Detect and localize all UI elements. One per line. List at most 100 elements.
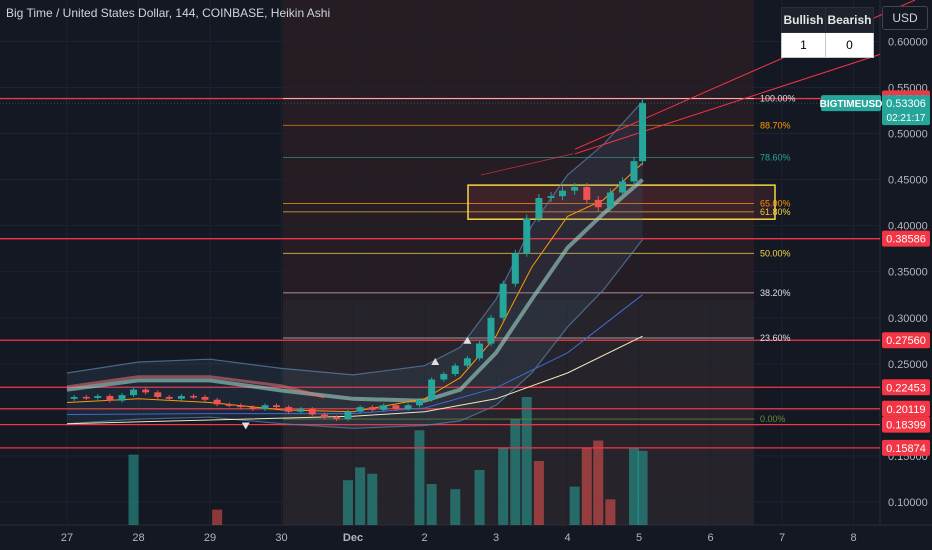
volume-bar [498,448,509,525]
time-tick-label: 7 [779,532,785,544]
candle-body [154,392,162,397]
candle-body [558,190,566,197]
trend-line-lower [574,53,881,155]
volume-bar [212,509,223,525]
price-level-tag [882,400,930,417]
fib-level-label: 78.60% [760,153,791,163]
candle-body [535,198,543,219]
candle-body [523,218,531,254]
time-tick-label: 2 [421,532,427,544]
candle-body [201,396,209,400]
grid [0,0,880,525]
candlesticks [70,98,647,421]
volume-bar [367,473,378,525]
candle-body [571,186,579,191]
candle-body [368,407,376,410]
candle-body [190,396,198,398]
volume-bar [426,484,437,525]
candle-body [177,396,185,399]
candle-body [547,196,555,199]
candle-body [129,389,137,396]
price-level-tag-label: 0.38586 [886,234,926,246]
fib-level-label: 0.00% [760,414,786,424]
time-tick-label: 29 [204,532,216,544]
bearish-header: Bearish [824,7,875,33]
volume-bar [342,480,353,525]
candle-body [630,161,638,182]
candle-body [106,396,114,401]
volume-bar [637,450,648,525]
price-tick-label: 0.50000 [888,129,928,141]
price-axis[interactable]: 0.600000.550000.500000.450000.400000.350… [888,36,928,509]
symbol-tag-label: BIGTIMEUSD [820,99,883,110]
countdown-label: 02:21:17 [887,113,926,124]
candle-body [297,408,305,412]
candle-body [118,395,126,401]
price-level-tag [882,230,930,247]
up-arrow-icon [463,336,472,344]
time-tick-label: 30 [275,532,287,544]
fib-level-label: 100.00% [760,94,796,104]
volume-bar [593,440,604,525]
price-tick-label: 0.60000 [888,36,928,48]
price-tick-label: 0.25000 [888,359,928,371]
currency-button[interactable]: USD [882,6,928,30]
candle-body [225,404,233,406]
ma-100-line [66,294,643,415]
price-level-tag-label: 0.22453 [886,382,926,394]
candle-body [499,283,507,318]
volume-bar [605,499,616,525]
band-lower-line [66,239,644,429]
band-upper-line [66,100,644,376]
slow-ma-line [66,178,644,403]
time-tick-label: 3 [493,532,499,544]
candle-body [320,414,328,418]
up-arrow-icon [431,357,440,365]
price-tags: 0.538000.385860.275600.224530.201190.183… [0,90,930,456]
candle-body [213,399,221,405]
symbol-tag [821,95,881,112]
candle-body [249,407,257,409]
candle-body [333,417,341,420]
price-tick-label: 0.40000 [888,221,928,233]
candle-body [237,405,245,408]
candle-body [165,396,173,399]
signals-table: Bullish Bearish 1 0 [781,7,875,58]
candle-body [356,407,364,412]
volume-bar [628,448,639,525]
volume-bar [450,489,461,525]
price-level-tag [882,332,930,349]
price-level-tag-label: 0.20119 [887,404,926,416]
candle-body [142,389,150,393]
price-level-tag-label: 0.27560 [886,335,926,347]
last-price-tag [882,95,930,126]
volume-bar [533,461,544,525]
candle-body [440,373,448,380]
time-tick-label: 28 [132,532,144,544]
fib-level-label: 50.00% [760,248,791,258]
ma-200-line [66,335,643,425]
fast-ma-line [66,162,643,413]
candle-body [272,405,280,408]
candle-body [415,399,423,406]
moving-averages [66,162,644,425]
candle-body [285,407,293,412]
candle-body [82,396,90,399]
time-tick-label: 5 [636,532,642,544]
time-tick-label: 6 [707,532,713,544]
candle-body [619,181,627,193]
price-level-tag-label: 0.18399 [886,420,926,432]
candle-body [594,199,602,208]
volume-bar [414,430,425,525]
price-level-tag-label: 0.15874 [886,443,926,455]
bullish-count: 1 [781,32,826,58]
time-tick-label: 8 [850,532,856,544]
time-tick-label: Dec [343,532,363,544]
candle-body [451,365,459,374]
channel-line [480,153,574,176]
candle-body [639,103,647,162]
time-axis[interactable]: 27 28 29 30 Dec 2 3 4 5 6 7 8 [61,532,857,544]
candle-body [583,186,591,200]
